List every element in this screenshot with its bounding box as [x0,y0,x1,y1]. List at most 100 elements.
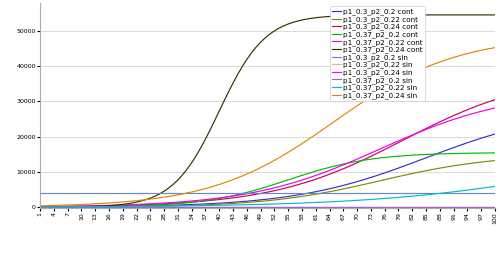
p1_0.3_p2_0.2 sin [308,192,314,195]
p1_0.3_p2_0.2 cont [492,133,498,136]
Line: p1_0.3_p2_0.2 cont: p1_0.3_p2_0.2 cont [40,134,495,207]
p1_0.37_p2_0.2 sin [469,205,475,209]
p1_0.37_p2_0.24 sin [124,200,130,203]
p1_0.37_p2_0.24 sin [492,46,498,49]
p1_0.3_p2_0.24 cont [455,112,461,115]
Line: p1_0.37_p2_0.24 cont: p1_0.37_p2_0.24 cont [40,15,495,207]
p1_0.37_p2_0.22 sin [124,205,130,208]
p1_0.3_p2_0.22 sin [37,205,43,209]
Line: p1_0.37_p2_0.22 sin: p1_0.37_p2_0.22 sin [40,186,495,207]
p1_0.3_p2_0.22 sin [272,205,278,209]
p1_0.37_p2_0.22 sin [37,205,43,208]
Legend: p1_0.3_p2_0.2 cont, p1_0.3_p2_0.22 cont, p1_0.3_p2_0.24 cont, p1_0.37_p2_0.2 con: p1_0.3_p2_0.2 cont, p1_0.3_p2_0.22 cont,… [330,6,425,101]
p1_0.37_p2_0.22 sin [308,201,314,204]
p1_0.3_p2_0.22 cont [469,162,475,165]
p1_0.3_p2_0.24 cont [469,106,475,109]
p1_0.37_p2_0.2 cont [455,152,461,155]
p1_0.3_p2_0.2 sin [492,192,498,195]
p1_0.3_p2_0.2 sin [272,192,278,195]
p1_0.3_p2_0.22 sin [492,205,498,209]
p1_0.37_p2_0.24 sin [37,204,43,207]
p1_0.3_p2_0.22 sin [469,205,475,209]
p1_0.37_p2_0.2 sin [308,205,314,209]
p1_0.37_p2_0.24 sin [142,198,148,201]
p1_0.37_p2_0.2 cont [37,205,43,209]
p1_0.3_p2_0.22 sin [455,205,461,209]
p1_0.3_p2_0.22 cont [455,164,461,167]
p1_0.3_p2_0.24 cont [492,98,498,101]
Line: p1_0.37_p2_0.24 sin: p1_0.37_p2_0.24 sin [40,48,495,206]
p1_0.3_p2_0.22 sin [142,205,148,209]
p1_0.3_p2_0.24 sin [308,205,314,209]
p1_0.37_p2_0.22 sin [142,205,148,208]
p1_0.3_p2_0.24 cont [272,189,278,192]
p1_0.37_p2_0.2 sin [272,205,278,209]
p1_0.37_p2_0.24 cont [124,202,130,205]
Line: p1_0.3_p2_0.22 cont: p1_0.3_p2_0.22 cont [40,161,495,207]
p1_0.3_p2_0.2 cont [455,145,461,148]
p1_0.3_p2_0.22 sin [124,205,130,209]
p1_0.3_p2_0.24 sin [142,205,148,209]
p1_0.37_p2_0.22 cont [272,186,278,189]
p1_0.37_p2_0.22 cont [469,112,475,115]
p1_0.3_p2_0.22 cont [124,205,130,208]
p1_0.37_p2_0.24 sin [455,55,461,58]
p1_0.37_p2_0.22 cont [37,205,43,208]
p1_0.3_p2_0.2 cont [308,191,314,194]
p1_0.3_p2_0.22 cont [308,194,314,197]
p1_0.37_p2_0.2 cont [272,183,278,186]
p1_0.37_p2_0.22 cont [455,116,461,119]
p1_0.37_p2_0.22 sin [455,190,461,193]
p1_0.3_p2_0.2 cont [469,140,475,143]
p1_0.37_p2_0.24 cont [308,17,314,20]
p1_0.3_p2_0.24 cont [124,204,130,207]
p1_0.37_p2_0.2 sin [455,205,461,209]
p1_0.3_p2_0.24 cont [37,205,43,208]
p1_0.37_p2_0.2 cont [142,204,148,207]
p1_0.3_p2_0.24 cont [308,179,314,182]
p1_0.37_p2_0.2 cont [124,204,130,208]
p1_0.3_p2_0.2 cont [37,205,43,209]
p1_0.3_p2_0.22 sin [308,205,314,209]
p1_0.37_p2_0.22 sin [469,188,475,191]
p1_0.3_p2_0.24 sin [37,205,43,209]
p1_0.37_p2_0.2 sin [37,205,43,209]
p1_0.37_p2_0.24 cont [492,13,498,17]
p1_0.3_p2_0.22 cont [37,205,43,209]
p1_0.3_p2_0.2 cont [272,197,278,200]
p1_0.3_p2_0.22 cont [272,198,278,201]
p1_0.3_p2_0.2 sin [37,192,43,195]
p1_0.37_p2_0.22 cont [142,202,148,205]
p1_0.37_p2_0.24 cont [142,198,148,201]
p1_0.37_p2_0.2 cont [469,152,475,155]
p1_0.3_p2_0.24 cont [142,203,148,206]
Line: p1_0.37_p2_0.2 cont: p1_0.37_p2_0.2 cont [40,153,495,207]
p1_0.37_p2_0.24 cont [469,13,475,17]
p1_0.3_p2_0.2 cont [124,205,130,208]
p1_0.3_p2_0.2 sin [469,192,475,195]
p1_0.37_p2_0.24 sin [272,159,278,162]
p1_0.37_p2_0.2 sin [142,205,148,209]
p1_0.37_p2_0.24 sin [469,51,475,54]
p1_0.3_p2_0.2 sin [142,192,148,195]
p1_0.37_p2_0.22 sin [272,202,278,205]
p1_0.37_p2_0.24 sin [308,136,314,139]
p1_0.3_p2_0.2 cont [142,204,148,207]
p1_0.37_p2_0.22 sin [492,185,498,188]
Line: p1_0.3_p2_0.24 cont: p1_0.3_p2_0.24 cont [40,100,495,207]
p1_0.3_p2_0.24 sin [272,205,278,209]
p1_0.37_p2_0.22 cont [492,106,498,109]
p1_0.37_p2_0.2 sin [124,205,130,209]
p1_0.37_p2_0.22 cont [308,176,314,179]
p1_0.3_p2_0.24 sin [455,205,461,209]
p1_0.37_p2_0.24 cont [272,29,278,33]
p1_0.37_p2_0.24 cont [37,206,43,209]
p1_0.37_p2_0.2 cont [492,151,498,154]
p1_0.37_p2_0.2 sin [492,205,498,209]
p1_0.3_p2_0.24 sin [124,205,130,209]
p1_0.37_p2_0.22 cont [124,203,130,206]
p1_0.3_p2_0.22 cont [492,159,498,162]
p1_0.3_p2_0.24 sin [492,205,498,209]
p1_0.3_p2_0.2 sin [124,192,130,195]
p1_0.37_p2_0.2 cont [308,171,314,174]
